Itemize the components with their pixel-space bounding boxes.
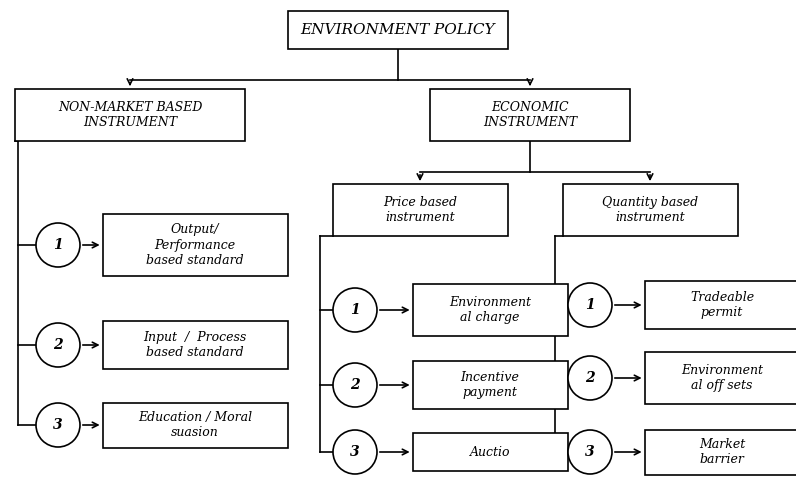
FancyBboxPatch shape: [645, 352, 796, 404]
Text: ENVIRONMENT POLICY: ENVIRONMENT POLICY: [301, 23, 495, 37]
FancyBboxPatch shape: [563, 184, 738, 236]
FancyBboxPatch shape: [288, 11, 508, 49]
Text: 1: 1: [53, 238, 63, 252]
Ellipse shape: [568, 430, 612, 474]
FancyBboxPatch shape: [412, 361, 568, 409]
FancyBboxPatch shape: [103, 214, 287, 276]
Text: ECONOMIC
INSTRUMENT: ECONOMIC INSTRUMENT: [483, 101, 577, 129]
FancyBboxPatch shape: [103, 403, 287, 447]
Ellipse shape: [333, 430, 377, 474]
Ellipse shape: [568, 283, 612, 327]
FancyBboxPatch shape: [412, 284, 568, 336]
Text: 3: 3: [350, 445, 360, 459]
Ellipse shape: [333, 363, 377, 407]
Text: 2: 2: [350, 378, 360, 392]
Text: Price based
instrument: Price based instrument: [383, 196, 457, 224]
Text: Tradeable
permit: Tradeable permit: [690, 291, 754, 319]
Ellipse shape: [36, 223, 80, 267]
FancyBboxPatch shape: [15, 89, 245, 141]
Text: 3: 3: [53, 418, 63, 432]
Ellipse shape: [333, 288, 377, 332]
Text: 1: 1: [350, 303, 360, 317]
Text: Incentive
payment: Incentive payment: [461, 371, 520, 399]
Ellipse shape: [36, 323, 80, 367]
Text: NON-MARKET BASED
INSTRUMENT: NON-MARKET BASED INSTRUMENT: [58, 101, 202, 129]
FancyBboxPatch shape: [645, 281, 796, 329]
Text: 3: 3: [585, 445, 595, 459]
Text: 2: 2: [53, 338, 63, 352]
FancyBboxPatch shape: [645, 429, 796, 474]
FancyBboxPatch shape: [430, 89, 630, 141]
Ellipse shape: [568, 356, 612, 400]
Text: Quantity based
instrument: Quantity based instrument: [602, 196, 698, 224]
Text: Environment
al charge: Environment al charge: [449, 296, 531, 324]
Text: Market
barrier: Market barrier: [699, 438, 745, 466]
Text: Auctio: Auctio: [470, 446, 510, 459]
Text: Output/
Performance
based standard: Output/ Performance based standard: [146, 224, 244, 266]
Text: 1: 1: [585, 298, 595, 312]
Text: Environment
al off sets: Environment al off sets: [681, 364, 763, 392]
Text: Education / Moral
suasion: Education / Moral suasion: [138, 411, 252, 439]
FancyBboxPatch shape: [333, 184, 508, 236]
FancyBboxPatch shape: [412, 433, 568, 471]
Text: Input  /  Process
based standard: Input / Process based standard: [143, 331, 247, 359]
FancyBboxPatch shape: [103, 321, 287, 369]
Ellipse shape: [36, 403, 80, 447]
Text: 2: 2: [585, 371, 595, 385]
